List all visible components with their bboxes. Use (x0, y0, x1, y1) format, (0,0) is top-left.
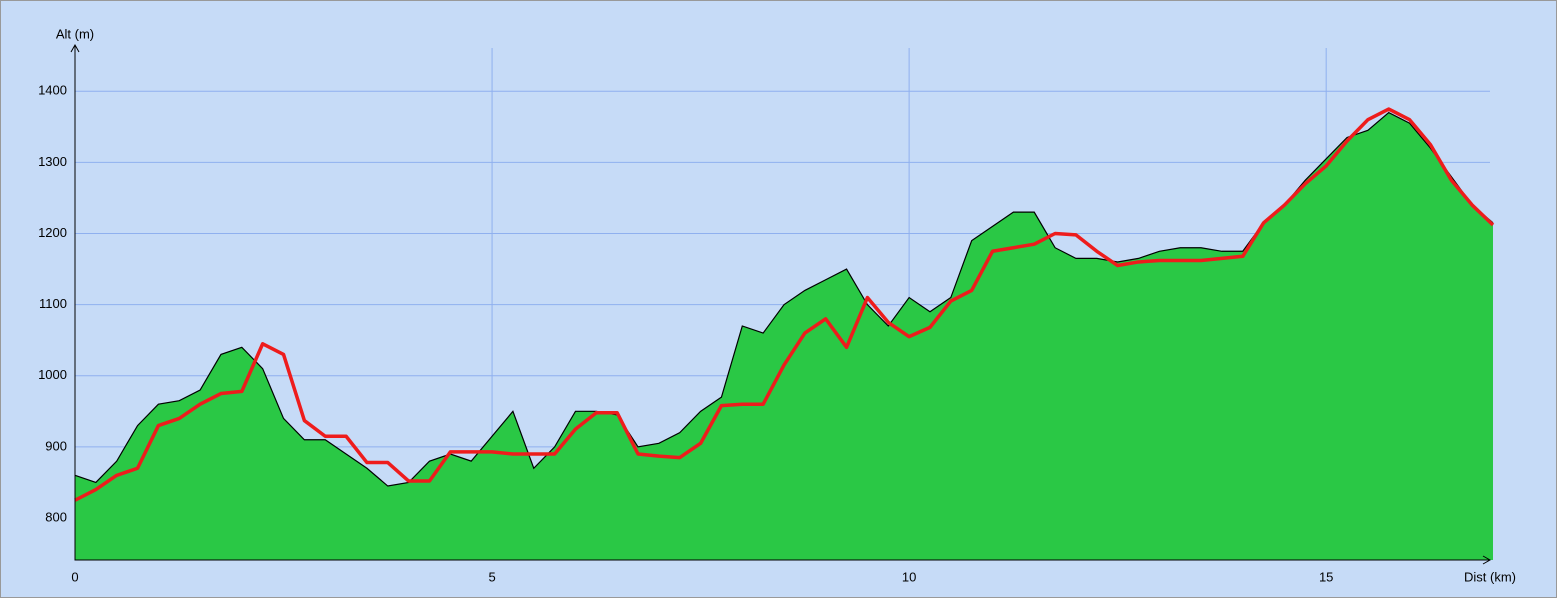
x-tick-label: 0 (71, 569, 78, 584)
x-tick-label: 10 (902, 569, 916, 584)
axes (74, 45, 1490, 561)
y-tick-label: 1400 (38, 83, 67, 98)
x-tick-label: 5 (488, 569, 495, 584)
x-axis-arrow (1482, 555, 1492, 565)
y-tick-label: 1100 (39, 296, 67, 311)
y-tick-label: 800 (45, 509, 67, 524)
track-line (74, 107, 1495, 502)
x-axis-label: Dist (km) (1464, 569, 1516, 584)
y-tick-label: 1000 (38, 367, 67, 382)
y-axis-label: Alt (m) (56, 26, 94, 41)
terrain-area (75, 112, 1493, 561)
x-tick-label: 15 (1319, 569, 1333, 584)
y-tick-label: 900 (45, 438, 67, 453)
y-tick-label: 1200 (38, 225, 67, 240)
y-tick-label: 1300 (38, 154, 67, 169)
y-axis-arrow (70, 43, 80, 53)
